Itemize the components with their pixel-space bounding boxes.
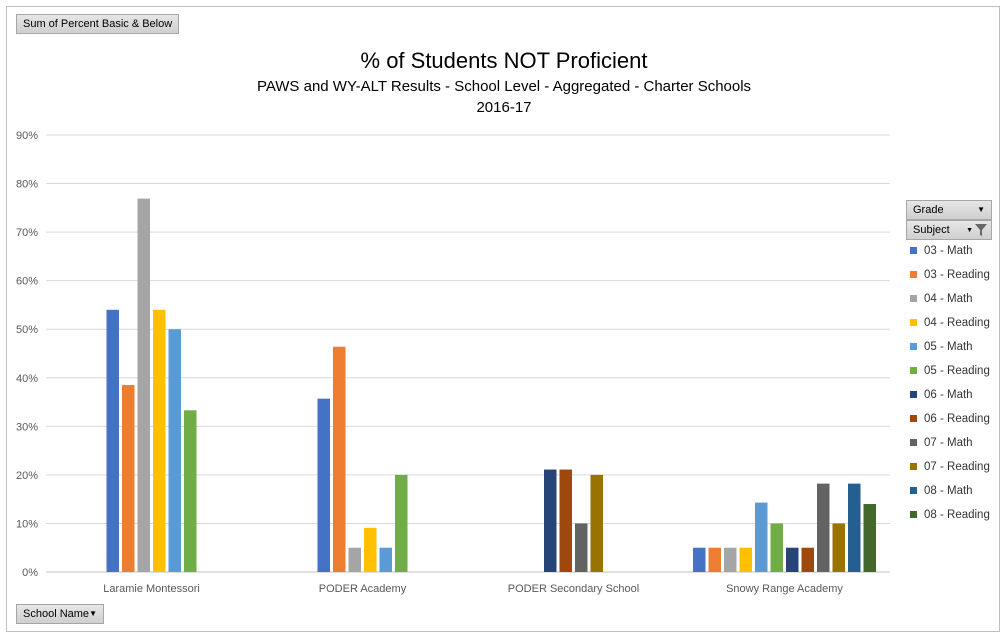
legend-swatch <box>910 343 917 351</box>
values-field-label: Sum of Percent Basic & Below <box>23 18 173 30</box>
bar[interactable] <box>801 547 815 572</box>
legend-label: 06 - Math <box>924 389 973 401</box>
legend-swatch <box>910 391 917 399</box>
legend-label: 06 - Reading <box>924 413 990 425</box>
bar[interactable] <box>168 329 182 572</box>
bar[interactable] <box>317 398 331 572</box>
legend-item[interactable]: 07 - Math <box>910 435 973 451</box>
legend-item[interactable]: 04 - Reading <box>910 315 990 331</box>
bar[interactable] <box>106 309 120 572</box>
dropdown-arrow-icon: ▼ <box>966 227 973 234</box>
bar[interactable] <box>333 346 346 572</box>
legend-swatch <box>910 463 917 471</box>
bar[interactable] <box>544 469 557 572</box>
dropdown-arrow-icon: ▼ <box>977 205 985 214</box>
legend-label: 08 - Reading <box>924 509 990 521</box>
bar[interactable] <box>575 523 588 572</box>
legend-label: 03 - Reading <box>924 269 990 281</box>
y-tick-label: 70% <box>16 227 38 239</box>
legend-item[interactable]: 03 - Reading <box>910 267 990 283</box>
y-tick-label: 50% <box>16 324 38 336</box>
chart-frame <box>6 6 1000 632</box>
school-name-field-label: School Name <box>23 608 90 620</box>
bar[interactable] <box>708 547 722 572</box>
legend-label: 07 - Math <box>924 437 973 449</box>
bar[interactable] <box>863 504 877 572</box>
legend-item[interactable]: 04 - Math <box>910 291 973 307</box>
bar[interactable] <box>590 474 604 572</box>
bar[interactable] <box>348 547 362 572</box>
grade-filter-label: Grade <box>913 204 944 216</box>
y-tick-label: 90% <box>16 130 38 142</box>
values-field-button[interactable]: Sum of Percent Basic & Below <box>16 14 180 34</box>
legend-label: 04 - Reading <box>924 317 990 329</box>
bar[interactable] <box>153 309 166 572</box>
chart-subtitle: PAWS and WY-ALT Results - School Level -… <box>256 78 752 95</box>
bar[interactable] <box>184 410 197 572</box>
legend-swatch <box>910 271 917 279</box>
bar[interactable] <box>817 483 830 572</box>
legend-label: 07 - Reading <box>924 461 990 473</box>
y-tick-label: 40% <box>16 373 38 385</box>
subject-filter-button[interactable]: Subject ▼ <box>906 220 992 240</box>
bar[interactable] <box>724 547 737 572</box>
legend-item[interactable]: 06 - Reading <box>910 411 990 427</box>
bar[interactable] <box>739 547 753 572</box>
bar[interactable] <box>693 547 706 572</box>
x-category-label: Laramie Montessori <box>103 583 200 595</box>
chart-subtitle-year: 2016-17 <box>476 99 532 116</box>
y-tick-label: 20% <box>16 470 38 482</box>
legend-swatch <box>910 511 917 519</box>
legend-item[interactable]: 08 - Math <box>910 483 973 499</box>
legend-item[interactable]: 06 - Math <box>910 387 973 403</box>
y-tick-label: 10% <box>16 518 38 530</box>
legend-item[interactable]: 03 - Math <box>910 243 973 259</box>
x-category-label: Snowy Range Academy <box>726 583 843 595</box>
legend-swatch <box>910 415 917 423</box>
legend-item[interactable]: 05 - Reading <box>910 363 990 379</box>
bar[interactable] <box>559 469 573 572</box>
filter-icon <box>975 224 987 236</box>
legend-item[interactable]: 08 - Reading <box>910 507 990 523</box>
subject-filter-label: Subject <box>913 224 950 236</box>
bar[interactable] <box>832 523 846 572</box>
x-category-label: PODER Secondary School <box>508 583 639 595</box>
bar[interactable] <box>786 547 799 572</box>
y-tick-label: 30% <box>16 421 38 433</box>
school-name-field-button[interactable]: School Name ▼ <box>16 604 104 624</box>
y-tick-label: 80% <box>16 179 38 191</box>
legend-swatch <box>910 247 917 255</box>
y-tick-label: 60% <box>16 276 38 288</box>
legend-swatch <box>910 367 917 375</box>
legend-label: 04 - Math <box>924 293 973 305</box>
legend-swatch <box>910 319 917 327</box>
legend-item[interactable]: 07 - Reading <box>910 459 990 475</box>
legend-label: 05 - Reading <box>924 365 990 377</box>
bar[interactable] <box>364 527 377 572</box>
x-category-label: PODER Academy <box>319 583 407 595</box>
chart-title: % of Students NOT Proficient <box>360 48 648 73</box>
grade-filter-button[interactable]: Grade ▼ <box>906 200 992 220</box>
bar[interactable] <box>848 483 861 572</box>
legend-label: 08 - Math <box>924 485 973 497</box>
y-tick-label: 0% <box>22 567 38 579</box>
legend-swatch <box>910 439 917 447</box>
bar[interactable] <box>122 385 135 572</box>
dropdown-arrow-icon: ▼ <box>89 609 97 618</box>
bar[interactable] <box>395 474 408 572</box>
bar[interactable] <box>379 547 393 572</box>
bar[interactable] <box>137 198 151 572</box>
bar[interactable] <box>755 502 768 572</box>
legend-item[interactable]: 05 - Math <box>910 339 973 355</box>
legend-swatch <box>910 295 917 303</box>
legend-label: 03 - Math <box>924 245 973 257</box>
legend-swatch <box>910 487 917 495</box>
bar[interactable] <box>770 523 784 572</box>
legend-label: 05 - Math <box>924 341 973 353</box>
